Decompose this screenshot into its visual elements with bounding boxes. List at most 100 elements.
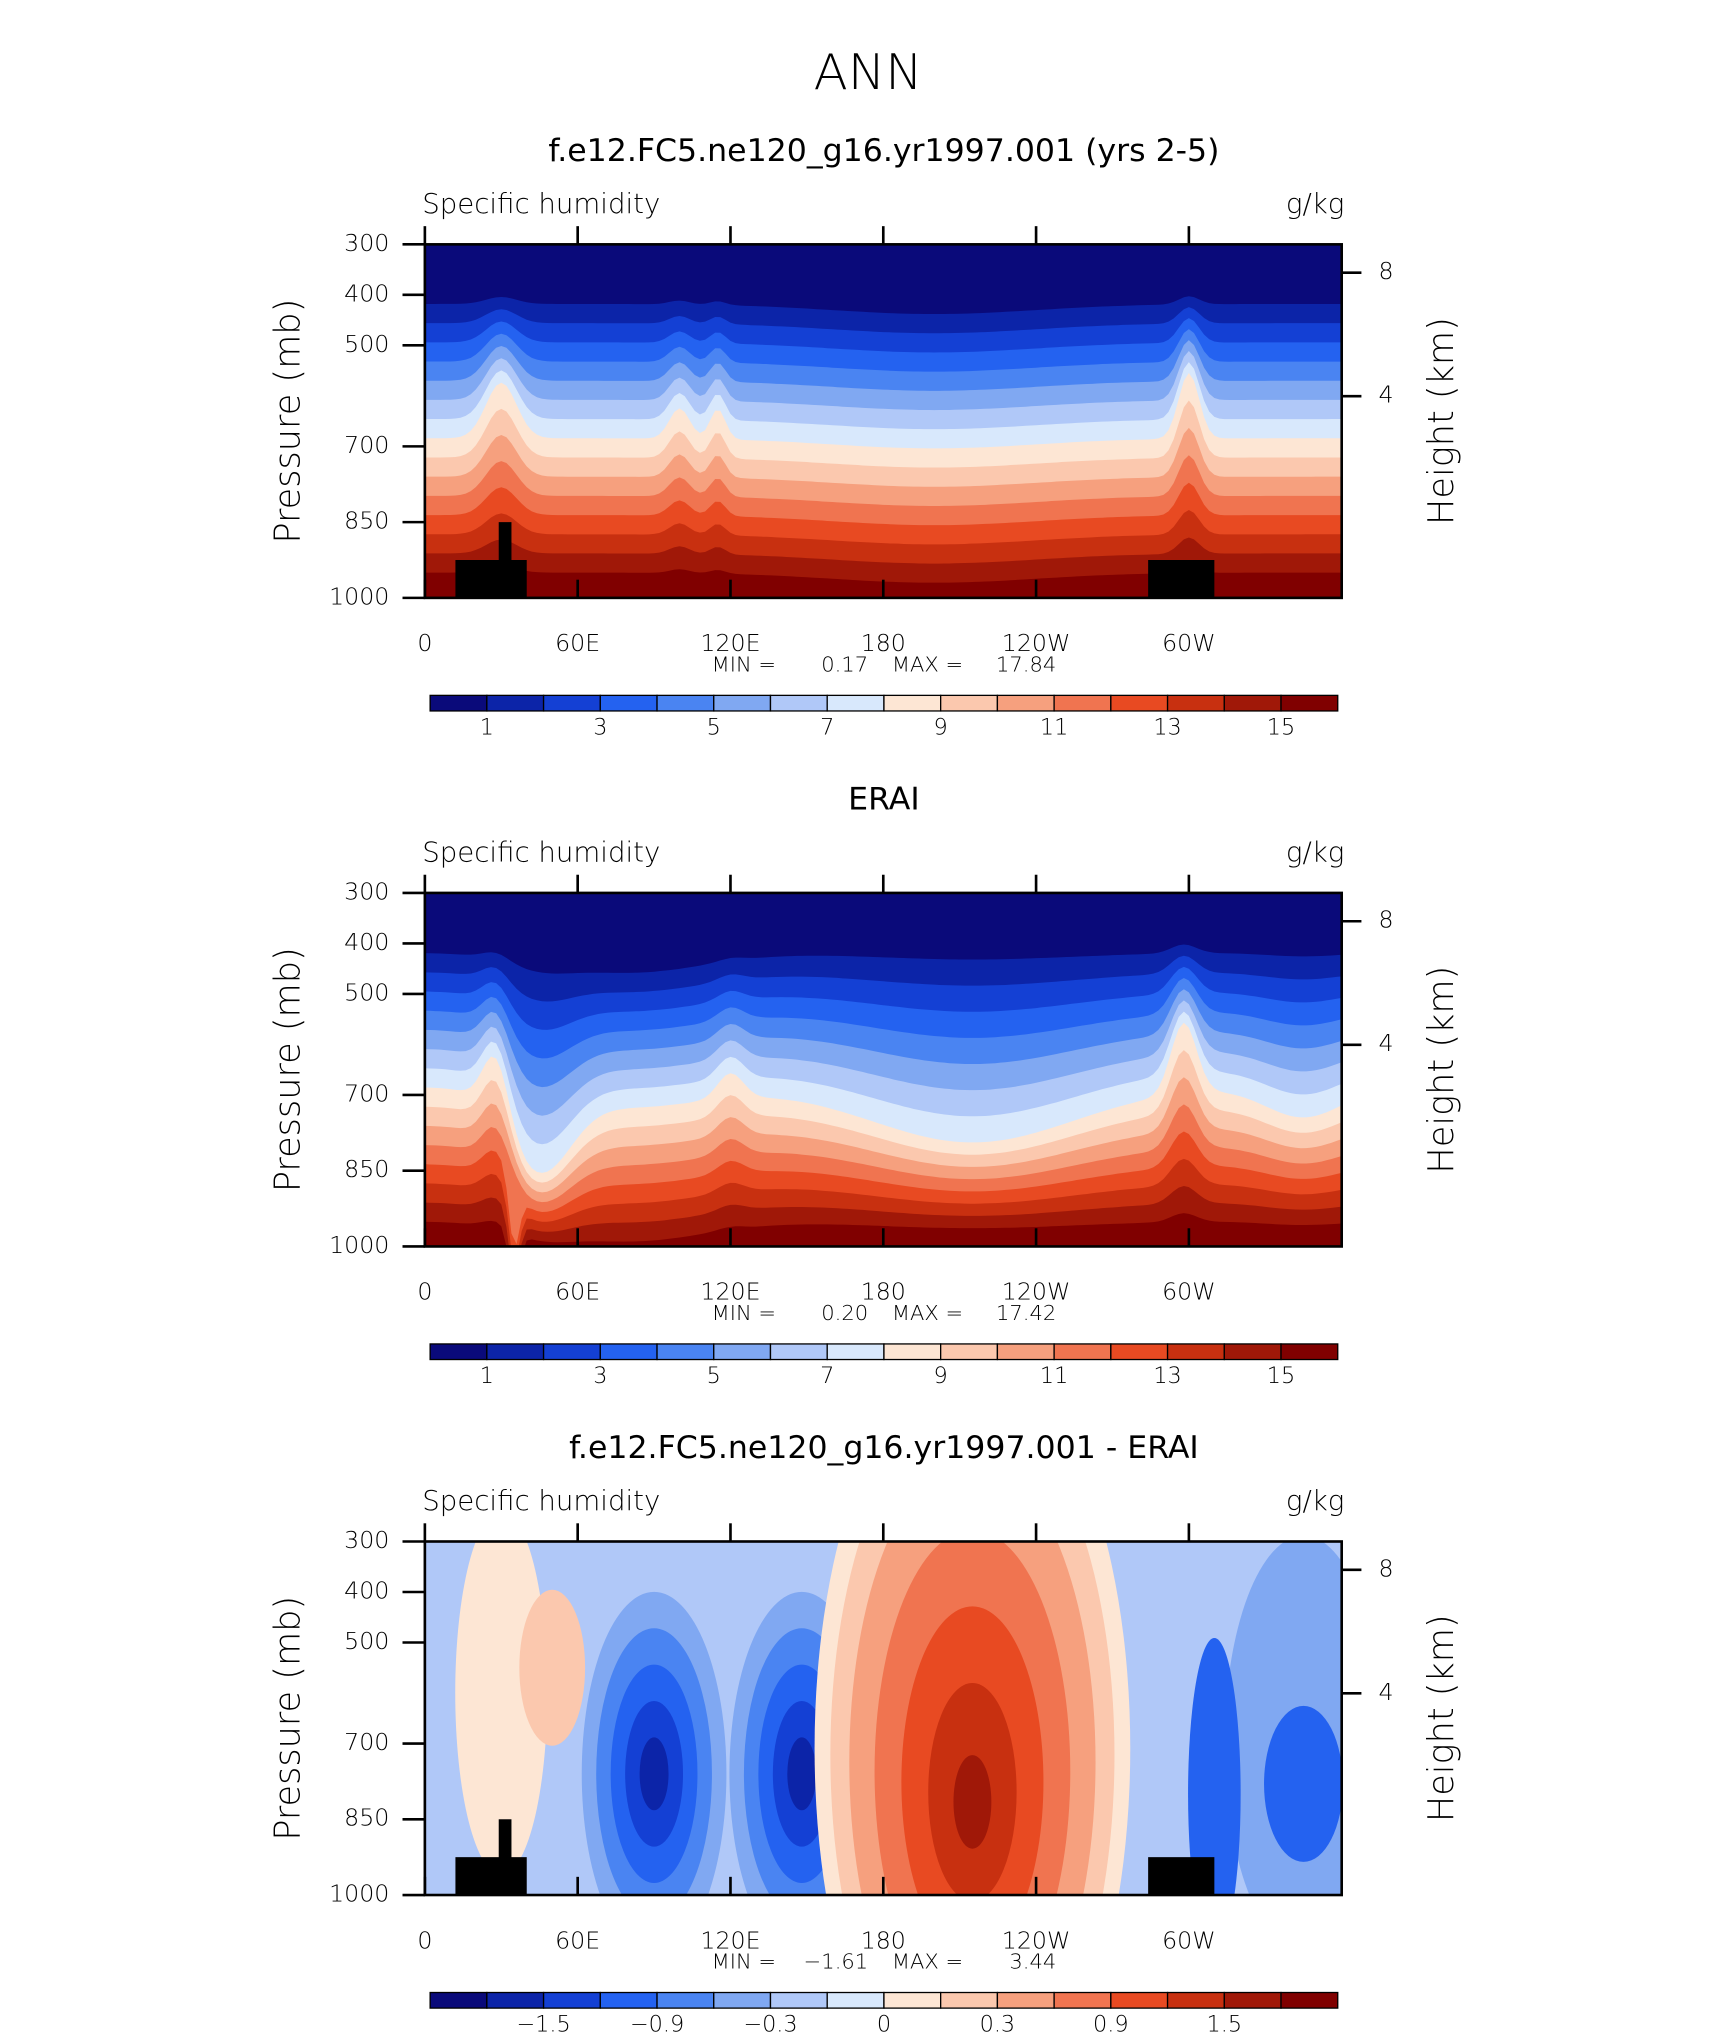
contour-fill [1188,1638,1241,1896]
colorbar-label: 0.9 [1093,2012,1129,2038]
right-label: g/kg [1286,838,1344,869]
y-tick-label: 500 [344,1627,389,1655]
y2-tick-label: 8 [1379,257,1394,285]
panel-title: f.e12.FC5.ne120_g16.yr1997.001 - ERAI [569,1430,1199,1466]
y-tick-label: 400 [344,1577,389,1605]
x-tick-label: 120E [700,1278,760,1306]
contour-fill [424,564,1342,598]
colorbar-box [1053,1343,1112,1361]
colorbar-box [713,1343,772,1361]
colorbar-box [713,1991,772,2009]
y-tick-label: 850 [344,507,389,535]
colorbar-label: 7 [820,1363,834,1389]
contour-field [424,892,1342,1247]
colorbar-label: 5 [707,1363,721,1389]
colorbar-label: 11 [1040,714,1068,740]
contour-field [424,244,1342,598]
contour-fill [519,1589,586,1746]
colorbar-box [599,694,658,712]
x-tick-label: 120E [700,1926,760,1954]
x-tick-label: 60E [555,629,600,657]
min-label: MIN = [712,653,776,677]
colorbar-label: 9 [934,1363,948,1389]
colorbar-box [1223,694,1282,712]
colorbar-box [769,694,828,712]
y2-tick-label: 4 [1379,1678,1394,1706]
colorbar-box [1280,1343,1339,1361]
colorbar-box [769,1343,828,1361]
y-tick-label: 300 [344,229,389,257]
colorbar-box [769,1991,828,2009]
colorbar-box [656,1343,715,1361]
y-tick-label: 1000 [329,582,389,610]
x-tick-label: 180 [861,1926,906,1954]
y2-axis-label: Height (km) [1421,317,1462,525]
colorbar-label: −0.9 [630,2012,684,2038]
colorbar-label: 1 [480,1363,494,1389]
min-value: 0.17 [821,653,868,677]
max-label: MAX = [892,1950,963,1974]
x-tick-label: 60W [1162,1278,1216,1306]
y2-axis-label: Height (km) [1421,1614,1462,1822]
x-tick-label: 120W [1002,1278,1071,1306]
topography [1148,560,1215,598]
colorbar-box [1166,1991,1225,2009]
contour-fill [455,1541,548,1875]
colorbar-box [1280,1991,1339,2009]
colorbar-box [599,1991,658,2009]
x-tick-label: 60E [555,1926,600,1954]
max-label: MAX = [892,653,963,677]
colorbar-box [1166,1343,1225,1361]
y-tick-label: 300 [344,878,389,906]
colorbar-label: 3 [593,1363,607,1389]
x-tick-label: 180 [861,1278,906,1306]
colorbar-box [996,1343,1055,1361]
contour-fill [953,1755,992,1849]
colorbar-label: 7 [820,714,834,740]
colorbar-box [1110,1991,1169,2009]
colorbar-box [1223,1343,1282,1361]
colorbar-box [1110,1343,1169,1361]
colorbar-label: 11 [1040,1363,1068,1389]
x-tick-label: 120W [1002,1926,1071,1954]
topography [1148,1857,1215,1896]
colorbar-box [486,1991,545,2009]
y-tick-label: 1000 [329,1231,389,1259]
left-label: Specific humidity [422,1486,660,1517]
colorbar-box [656,1991,715,2009]
y-tick-label: 400 [344,928,389,956]
topography [455,1857,527,1896]
y2-axis-label: Height (km) [1421,966,1462,1174]
max-value: 17.84 [996,653,1056,677]
colorbar-box [542,694,601,712]
colorbar-label: 5 [707,714,721,740]
y-axis-label: Pressure (mb) [267,1596,308,1841]
colorbar-box [826,694,885,712]
colorbar-box [1053,694,1112,712]
left-label: Specific humidity [422,838,660,869]
colorbar-box [1110,694,1169,712]
x-tick-label: 120E [700,629,760,657]
min-value: 0.20 [821,1301,868,1325]
y2-tick-label: 4 [1379,1029,1394,1057]
right-label: g/kg [1286,189,1344,220]
x-tick-label: 60W [1162,629,1216,657]
min-label: MIN = [712,1950,776,1974]
colorbar-box [713,694,772,712]
colorbar-box [940,1343,999,1361]
topography [455,560,527,598]
x-tick-label: 180 [861,629,906,657]
x-tick-label: 0 [417,1278,432,1306]
y-axis-label: Pressure (mb) [267,947,308,1192]
y-tick-label: 700 [344,431,389,459]
contour-fill [1264,1705,1342,1862]
colorbar-label: −0.3 [743,2012,797,2038]
left-label: Specific humidity [422,189,660,220]
panel-title: ERAI [848,782,920,818]
y-tick-label: 400 [344,279,389,307]
colorbar-box [486,1343,545,1361]
colorbar-box [429,1991,488,2009]
y-tick-label: 300 [344,1526,389,1554]
colorbar-box [940,1991,999,2009]
